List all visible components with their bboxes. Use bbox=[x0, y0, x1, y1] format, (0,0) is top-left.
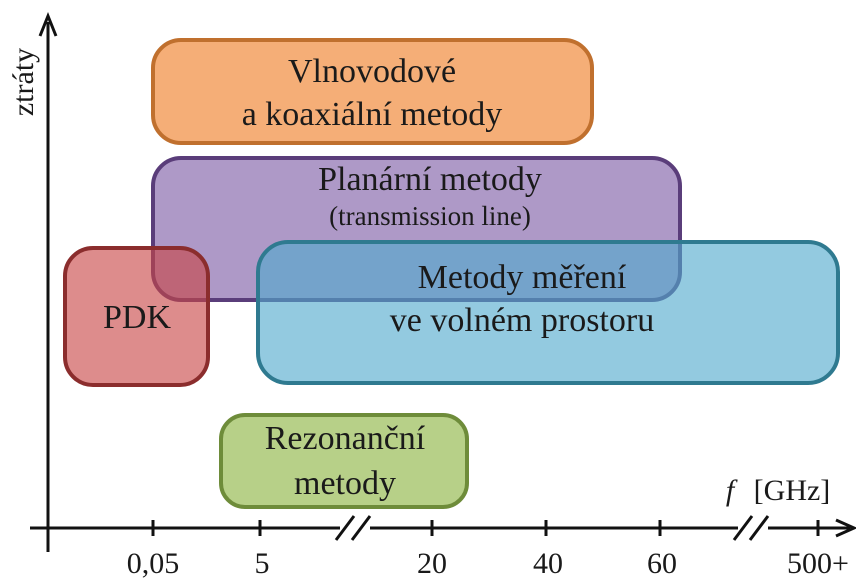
x-tick-label: 5 bbox=[255, 547, 270, 580]
x-tick-label: 500+ bbox=[787, 547, 849, 580]
region-resonant bbox=[219, 413, 469, 509]
region-label: Planární metody bbox=[318, 161, 542, 198]
x-axis-unit: [GHz] bbox=[754, 474, 831, 507]
region-waveguide bbox=[151, 38, 594, 145]
y-arrow bbox=[38, 11, 58, 37]
x-tick-label: 0,05 bbox=[127, 547, 180, 580]
x-tick-label: 60 bbox=[647, 547, 677, 580]
region-pdk bbox=[63, 246, 210, 387]
region-label: metody bbox=[294, 465, 396, 502]
x-arrow bbox=[835, 518, 856, 538]
x-tick-label: 40 bbox=[533, 547, 563, 580]
region-label: (transmission line) bbox=[329, 201, 531, 231]
break bbox=[334, 515, 356, 541]
region-label: Rezonanční bbox=[265, 420, 426, 457]
x-ticks bbox=[151, 520, 820, 536]
region-free-space bbox=[256, 240, 840, 385]
region-label: PDK bbox=[103, 299, 171, 336]
region-label: ve volném prostoru bbox=[390, 302, 654, 339]
x-axis-variable: f bbox=[726, 474, 738, 507]
region-label: a koaxiální metody bbox=[242, 96, 503, 133]
axis-breaks bbox=[334, 515, 770, 541]
x-tick-label: 20 bbox=[417, 547, 447, 580]
break bbox=[732, 515, 754, 541]
region-label: Vlnovodové bbox=[288, 53, 456, 90]
break bbox=[748, 515, 770, 541]
break bbox=[350, 515, 372, 541]
region-label: Metody měření bbox=[418, 259, 627, 296]
y-axis-label: ztráty bbox=[7, 48, 40, 116]
